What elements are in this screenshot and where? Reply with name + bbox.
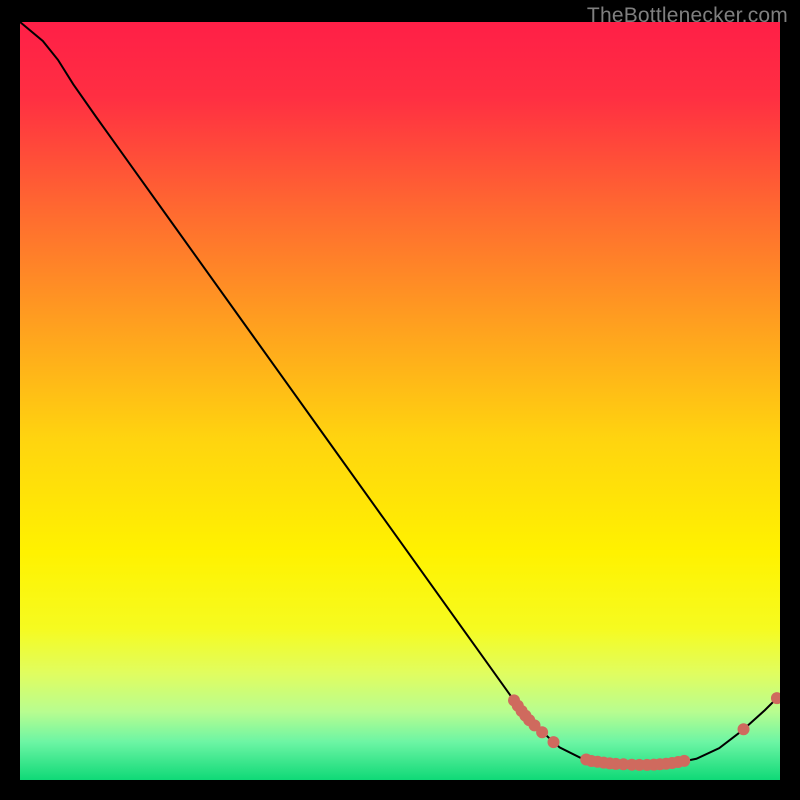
curve-marker [678,755,690,767]
curve-marker [536,726,548,738]
curve-marker [548,736,560,748]
chart-stage: TheBottlenecker.com [0,0,800,800]
chart-background-gradient [20,22,780,780]
curve-marker [738,723,750,735]
bottleneck-chart [20,22,780,780]
